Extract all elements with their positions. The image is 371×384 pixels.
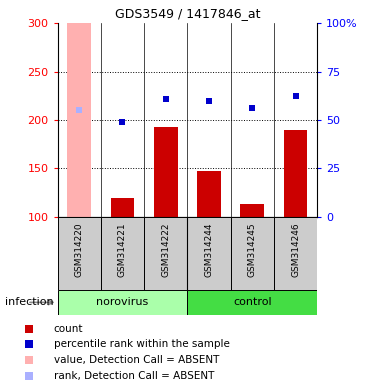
- Bar: [187, 217, 231, 290]
- Bar: [101, 217, 144, 290]
- Text: GSM314246: GSM314246: [291, 223, 300, 277]
- Text: GSM314220: GSM314220: [75, 223, 83, 277]
- Text: count: count: [54, 323, 83, 334]
- Bar: [240, 204, 264, 217]
- Bar: [111, 198, 134, 217]
- Bar: [187, 290, 317, 315]
- Text: infection: infection: [5, 297, 54, 308]
- Title: GDS3549 / 1417846_at: GDS3549 / 1417846_at: [115, 7, 260, 20]
- Bar: [274, 217, 317, 290]
- Text: norovirus: norovirus: [96, 297, 148, 308]
- Text: control: control: [233, 297, 272, 308]
- Text: GSM314244: GSM314244: [204, 223, 213, 277]
- Bar: [67, 23, 91, 217]
- Bar: [58, 290, 187, 315]
- Bar: [154, 127, 178, 217]
- Text: percentile rank within the sample: percentile rank within the sample: [54, 339, 230, 349]
- Bar: [284, 130, 308, 217]
- Bar: [58, 217, 101, 290]
- Text: GSM314245: GSM314245: [248, 223, 257, 277]
- Bar: [231, 217, 274, 290]
- Text: value, Detection Call = ABSENT: value, Detection Call = ABSENT: [54, 355, 219, 365]
- Text: GSM314222: GSM314222: [161, 223, 170, 277]
- Bar: [197, 171, 221, 217]
- Bar: [144, 217, 187, 290]
- Text: GSM314221: GSM314221: [118, 223, 127, 277]
- Text: rank, Detection Call = ABSENT: rank, Detection Call = ABSENT: [54, 371, 214, 381]
